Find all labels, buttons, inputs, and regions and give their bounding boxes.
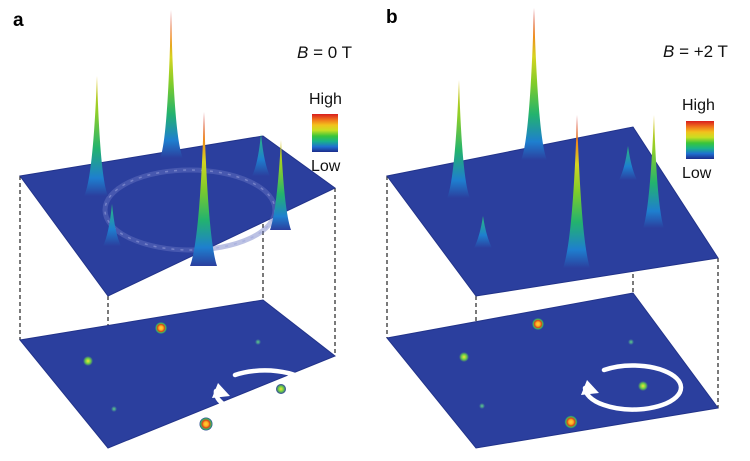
colorbar-high-label: High — [682, 97, 715, 114]
field-symbol: B — [297, 43, 308, 62]
colorbar-low-label: Low — [311, 158, 341, 175]
peak — [252, 134, 270, 176]
peak — [160, 10, 183, 158]
peak — [270, 140, 291, 230]
projection-dot — [83, 356, 93, 366]
panel-b: b B = +2 T — [386, 7, 728, 449]
surface-plane — [19, 135, 336, 297]
colorbar: High Low — [682, 97, 715, 182]
projection-dot — [111, 406, 117, 412]
peak — [619, 146, 637, 180]
surface-plane — [386, 126, 719, 297]
projection-dot — [199, 417, 213, 431]
peak — [521, 8, 547, 160]
projection-dot — [532, 318, 544, 330]
colorbar-scale — [686, 121, 714, 159]
field-label: B = 0 T — [297, 43, 352, 62]
projection-dot — [638, 381, 648, 391]
colorbar-low-label: Low — [682, 165, 712, 182]
surface-peaks — [84, 10, 291, 266]
peak — [103, 204, 121, 246]
projection-dot — [276, 384, 286, 394]
surface-peaks — [447, 8, 664, 268]
rotation-arrow — [581, 363, 684, 412]
peak — [190, 112, 217, 266]
projection-dot — [628, 339, 634, 345]
projection-dot — [459, 352, 469, 362]
projection-dot — [564, 415, 578, 429]
field-symbol: B — [663, 42, 674, 61]
colorbar: High Low — [309, 91, 342, 175]
peak — [84, 76, 108, 196]
peak — [447, 80, 470, 198]
projection-dots — [83, 322, 286, 431]
colorbar-scale — [312, 114, 338, 152]
projection-dot — [479, 403, 485, 409]
field-value: = +2 T — [674, 42, 728, 61]
rotation-arrow — [212, 368, 317, 417]
panel-a: a — [13, 10, 352, 449]
projection-dot — [155, 322, 167, 334]
panel-b-letter: b — [386, 7, 398, 28]
peak — [643, 115, 664, 228]
peak — [563, 115, 590, 268]
field-value: = 0 T — [308, 43, 352, 62]
projection-dot — [255, 339, 261, 345]
field-label: B = +2 T — [663, 42, 728, 61]
projection-plane — [19, 299, 336, 449]
peak — [474, 216, 492, 248]
projection-dots — [459, 318, 648, 429]
colorbar-high-label: High — [309, 91, 342, 108]
panel-a-letter: a — [13, 10, 24, 31]
